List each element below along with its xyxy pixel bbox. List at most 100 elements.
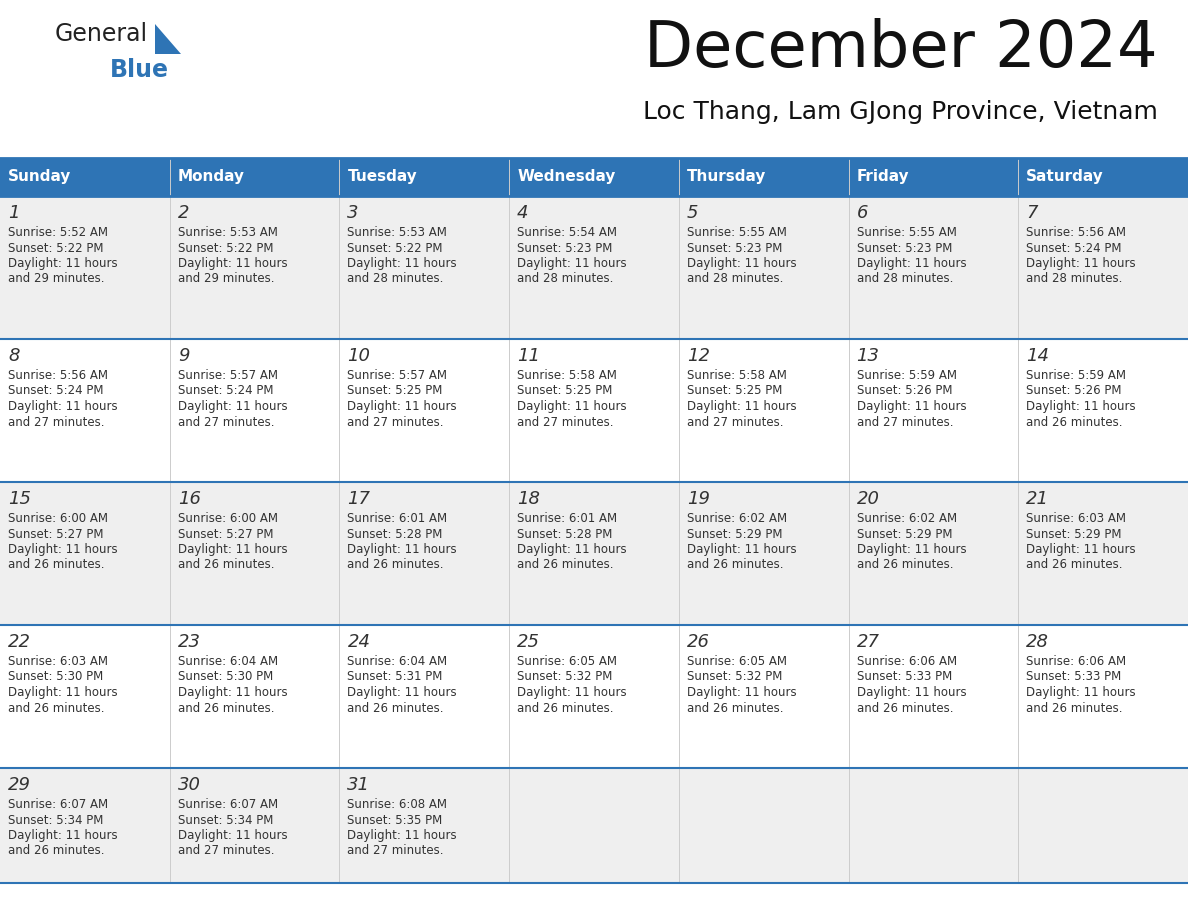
Text: Sunrise: 5:59 AM: Sunrise: 5:59 AM — [857, 369, 956, 382]
Text: Sunset: 5:32 PM: Sunset: 5:32 PM — [517, 670, 613, 684]
Text: 12: 12 — [687, 347, 710, 365]
Text: December 2024: December 2024 — [644, 18, 1158, 80]
Text: and 26 minutes.: and 26 minutes. — [1026, 558, 1123, 572]
Text: Sunrise: 5:56 AM: Sunrise: 5:56 AM — [1026, 226, 1126, 239]
Text: Sunrise: 5:52 AM: Sunrise: 5:52 AM — [8, 226, 108, 239]
Text: and 29 minutes.: and 29 minutes. — [178, 273, 274, 285]
Text: and 26 minutes.: and 26 minutes. — [687, 558, 783, 572]
Text: 22: 22 — [8, 633, 31, 651]
Text: Daylight: 11 hours: Daylight: 11 hours — [857, 257, 966, 270]
Text: Sunrise: 6:08 AM: Sunrise: 6:08 AM — [347, 798, 448, 811]
Text: Sunrise: 6:02 AM: Sunrise: 6:02 AM — [687, 512, 786, 525]
Text: 31: 31 — [347, 776, 371, 794]
Text: Daylight: 11 hours: Daylight: 11 hours — [347, 543, 457, 556]
Text: Monday: Monday — [178, 170, 245, 185]
Text: Daylight: 11 hours: Daylight: 11 hours — [1026, 257, 1136, 270]
Text: and 29 minutes.: and 29 minutes. — [8, 273, 105, 285]
Text: Sunrise: 6:01 AM: Sunrise: 6:01 AM — [517, 512, 618, 525]
Text: 4: 4 — [517, 204, 529, 222]
Text: Daylight: 11 hours: Daylight: 11 hours — [8, 400, 118, 413]
Text: General: General — [55, 22, 148, 46]
Bar — [0, 158, 170, 196]
Text: Daylight: 11 hours: Daylight: 11 hours — [1026, 400, 1136, 413]
Text: Daylight: 11 hours: Daylight: 11 hours — [687, 686, 796, 699]
Text: and 26 minutes.: and 26 minutes. — [178, 558, 274, 572]
Text: and 28 minutes.: and 28 minutes. — [1026, 273, 1123, 285]
Text: Daylight: 11 hours: Daylight: 11 hours — [8, 686, 118, 699]
Text: Daylight: 11 hours: Daylight: 11 hours — [857, 686, 966, 699]
Text: Sunset: 5:34 PM: Sunset: 5:34 PM — [178, 813, 273, 826]
Text: Sunset: 5:25 PM: Sunset: 5:25 PM — [347, 385, 443, 397]
Text: Daylight: 11 hours: Daylight: 11 hours — [8, 543, 118, 556]
Bar — [340, 158, 510, 196]
Text: and 27 minutes.: and 27 minutes. — [517, 416, 614, 429]
Text: and 26 minutes.: and 26 minutes. — [347, 701, 444, 714]
Text: Sunset: 5:28 PM: Sunset: 5:28 PM — [347, 528, 443, 541]
Text: 20: 20 — [857, 490, 879, 508]
Text: Sunrise: 6:00 AM: Sunrise: 6:00 AM — [178, 512, 278, 525]
Text: Sunrise: 6:01 AM: Sunrise: 6:01 AM — [347, 512, 448, 525]
Text: 30: 30 — [178, 776, 201, 794]
Text: Daylight: 11 hours: Daylight: 11 hours — [8, 257, 118, 270]
Text: Sunset: 5:23 PM: Sunset: 5:23 PM — [857, 241, 952, 254]
Text: 11: 11 — [517, 347, 541, 365]
Text: and 26 minutes.: and 26 minutes. — [347, 558, 444, 572]
Text: Sunrise: 6:05 AM: Sunrise: 6:05 AM — [687, 655, 786, 668]
Text: Daylight: 11 hours: Daylight: 11 hours — [687, 400, 796, 413]
Text: Sunrise: 6:07 AM: Sunrise: 6:07 AM — [178, 798, 278, 811]
Bar — [678, 158, 848, 196]
Text: 27: 27 — [857, 633, 879, 651]
Polygon shape — [154, 24, 181, 54]
Text: and 26 minutes.: and 26 minutes. — [857, 701, 953, 714]
Text: Sunset: 5:26 PM: Sunset: 5:26 PM — [1026, 385, 1121, 397]
Text: Sunrise: 6:04 AM: Sunrise: 6:04 AM — [178, 655, 278, 668]
Text: Sunset: 5:22 PM: Sunset: 5:22 PM — [178, 241, 273, 254]
Text: Daylight: 11 hours: Daylight: 11 hours — [687, 257, 796, 270]
Text: Sunset: 5:24 PM: Sunset: 5:24 PM — [178, 385, 273, 397]
Text: 15: 15 — [8, 490, 31, 508]
Text: Blue: Blue — [110, 58, 169, 82]
Text: Sunset: 5:34 PM: Sunset: 5:34 PM — [8, 813, 103, 826]
Bar — [0, 625, 1188, 768]
Text: Daylight: 11 hours: Daylight: 11 hours — [687, 543, 796, 556]
Text: and 28 minutes.: and 28 minutes. — [687, 273, 783, 285]
Text: Daylight: 11 hours: Daylight: 11 hours — [178, 829, 287, 842]
Bar — [0, 196, 1188, 339]
Text: and 27 minutes.: and 27 minutes. — [687, 416, 783, 429]
Text: and 27 minutes.: and 27 minutes. — [857, 416, 953, 429]
Text: 7: 7 — [1026, 204, 1038, 222]
Text: Daylight: 11 hours: Daylight: 11 hours — [8, 829, 118, 842]
Text: and 28 minutes.: and 28 minutes. — [347, 273, 444, 285]
Text: Sunset: 5:27 PM: Sunset: 5:27 PM — [8, 528, 103, 541]
Text: Daylight: 11 hours: Daylight: 11 hours — [857, 400, 966, 413]
Text: Daylight: 11 hours: Daylight: 11 hours — [178, 686, 287, 699]
Bar — [0, 768, 1188, 883]
Text: 21: 21 — [1026, 490, 1049, 508]
Text: and 26 minutes.: and 26 minutes. — [8, 701, 105, 714]
Text: and 26 minutes.: and 26 minutes. — [517, 558, 614, 572]
Text: and 26 minutes.: and 26 minutes. — [687, 701, 783, 714]
Text: Sunset: 5:25 PM: Sunset: 5:25 PM — [687, 385, 782, 397]
Text: Sunrise: 5:56 AM: Sunrise: 5:56 AM — [8, 369, 108, 382]
Bar — [1018, 158, 1188, 196]
Text: Friday: Friday — [857, 170, 909, 185]
Text: Sunrise: 5:59 AM: Sunrise: 5:59 AM — [1026, 369, 1126, 382]
Text: 5: 5 — [687, 204, 699, 222]
Text: Sunrise: 6:03 AM: Sunrise: 6:03 AM — [1026, 512, 1126, 525]
Text: 2: 2 — [178, 204, 189, 222]
Text: Sunrise: 5:57 AM: Sunrise: 5:57 AM — [178, 369, 278, 382]
Text: Sunset: 5:29 PM: Sunset: 5:29 PM — [687, 528, 783, 541]
Text: Sunset: 5:29 PM: Sunset: 5:29 PM — [1026, 528, 1121, 541]
Text: Sunrise: 5:54 AM: Sunrise: 5:54 AM — [517, 226, 617, 239]
Text: 17: 17 — [347, 490, 371, 508]
Text: Thursday: Thursday — [687, 170, 766, 185]
Text: Sunrise: 5:53 AM: Sunrise: 5:53 AM — [347, 226, 448, 239]
Text: Daylight: 11 hours: Daylight: 11 hours — [178, 543, 287, 556]
Text: 28: 28 — [1026, 633, 1049, 651]
Text: Daylight: 11 hours: Daylight: 11 hours — [178, 400, 287, 413]
Text: Sunset: 5:26 PM: Sunset: 5:26 PM — [857, 385, 952, 397]
Text: Daylight: 11 hours: Daylight: 11 hours — [178, 257, 287, 270]
Text: Sunday: Sunday — [8, 170, 71, 185]
Text: Sunset: 5:31 PM: Sunset: 5:31 PM — [347, 670, 443, 684]
Text: Wednesday: Wednesday — [517, 170, 615, 185]
